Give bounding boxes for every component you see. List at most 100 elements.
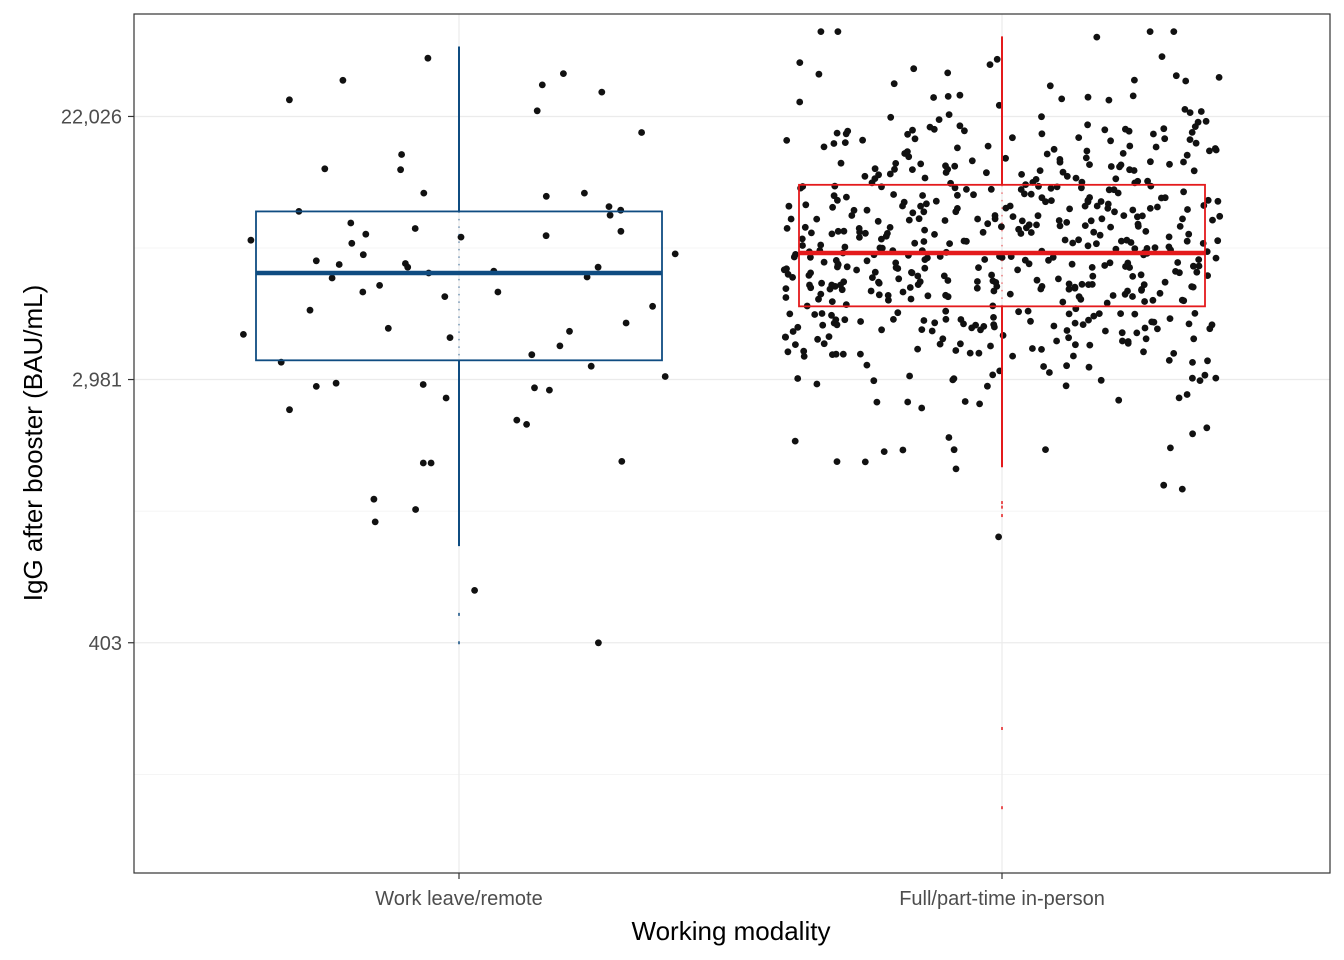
data-point	[1055, 275, 1062, 283]
data-point	[1109, 292, 1117, 299]
data-point	[1058, 95, 1066, 103]
data-point	[649, 302, 656, 310]
data-point	[1211, 145, 1219, 152]
data-point	[1107, 223, 1114, 231]
data-point	[1078, 184, 1085, 192]
data-point	[1133, 329, 1141, 337]
data-point	[1087, 217, 1095, 225]
data-point	[841, 316, 849, 324]
data-point	[523, 421, 530, 428]
data-point	[826, 285, 834, 293]
data-point	[1063, 172, 1071, 180]
data-point	[598, 88, 606, 96]
data-point	[782, 333, 789, 341]
data-point	[983, 169, 990, 177]
data-point	[833, 129, 841, 137]
data-point	[247, 236, 255, 244]
data-point	[1103, 299, 1111, 307]
data-point	[796, 59, 804, 66]
data-point	[1061, 236, 1069, 244]
data-point	[1101, 126, 1109, 134]
data-point	[862, 229, 869, 237]
data-point	[986, 61, 994, 68]
data-point	[1093, 33, 1101, 41]
data-point	[974, 215, 981, 223]
data-point	[802, 201, 810, 209]
data-point	[815, 70, 823, 78]
x-tick-label: Full/part-time in-person	[899, 888, 1105, 910]
data-point	[800, 353, 808, 360]
data-point	[1104, 200, 1112, 208]
data-point	[638, 129, 645, 136]
data-point	[1078, 178, 1086, 186]
data-point	[914, 281, 922, 288]
data-point	[587, 362, 595, 370]
data-point	[1141, 324, 1149, 332]
data-point	[837, 281, 844, 289]
data-point	[1185, 230, 1193, 238]
data-point	[957, 316, 965, 323]
data-point	[1114, 189, 1122, 197]
data-point	[513, 416, 521, 424]
data-point	[328, 274, 336, 282]
data-point	[942, 307, 950, 315]
data-point	[1188, 129, 1196, 136]
data-point	[1084, 242, 1092, 250]
data-point	[920, 317, 928, 324]
data-point	[1084, 121, 1091, 129]
data-point	[1180, 158, 1187, 166]
data-point	[878, 235, 885, 243]
data-point	[412, 506, 419, 513]
data-point	[1191, 310, 1199, 317]
data-point	[1033, 276, 1041, 284]
data-point	[789, 274, 796, 281]
data-point	[1107, 163, 1115, 170]
data-point	[240, 331, 247, 338]
data-point	[1042, 446, 1049, 453]
data-point	[944, 93, 952, 100]
data-point	[1129, 92, 1137, 100]
data-point	[954, 144, 961, 152]
y-tick-label: 403	[89, 633, 122, 655]
data-point	[347, 219, 355, 227]
data-point	[286, 406, 293, 414]
data-point	[1027, 317, 1034, 325]
data-point	[1038, 346, 1045, 353]
data-point	[1200, 202, 1208, 209]
data-point	[1093, 240, 1100, 248]
data-point	[984, 382, 991, 390]
data-point	[966, 349, 974, 357]
data-point	[780, 266, 788, 274]
data-point	[1096, 231, 1104, 239]
box-overlay	[255, 36, 1206, 810]
data-point	[1017, 230, 1025, 237]
data-point	[595, 639, 602, 647]
data-point	[1206, 325, 1214, 333]
data-point	[1215, 74, 1223, 81]
data-point	[993, 55, 1001, 63]
data-point	[782, 285, 790, 292]
data-point	[1090, 228, 1098, 236]
data-point	[1158, 53, 1166, 60]
data-point	[1214, 237, 1222, 245]
data-point	[783, 225, 791, 232]
data-point	[855, 225, 863, 232]
data-point	[786, 310, 794, 318]
data-point	[956, 91, 964, 99]
data-point	[397, 166, 404, 174]
data-point	[818, 279, 825, 287]
data-point	[841, 243, 849, 251]
data-point	[1197, 108, 1205, 115]
data-point	[871, 175, 879, 183]
data-point	[906, 284, 914, 291]
data-point	[979, 228, 987, 236]
data-point	[1006, 290, 1014, 298]
data-point	[990, 314, 997, 321]
data-point	[384, 324, 392, 332]
data-point	[924, 292, 932, 300]
data-point	[606, 211, 614, 219]
data-point	[419, 381, 427, 388]
data-point	[1072, 174, 1080, 182]
data-point	[924, 254, 931, 262]
data-point	[807, 284, 815, 292]
